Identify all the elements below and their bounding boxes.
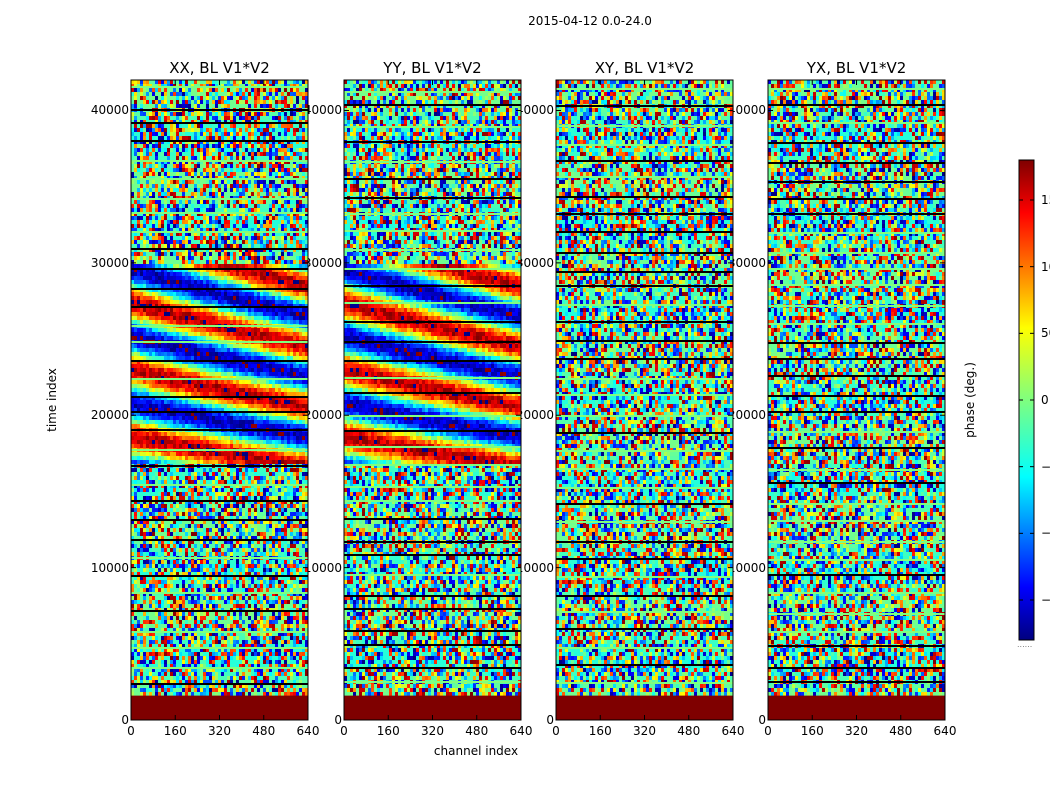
x-tick-label: 0	[127, 724, 135, 738]
y-tick-label: 40000	[304, 103, 342, 117]
y-tick-label: 0	[121, 713, 129, 727]
panel-title-xx: XX, BL V1*V2	[131, 59, 308, 77]
y-tick-label: 20000	[728, 408, 766, 422]
x-tick-label: 320	[633, 724, 656, 738]
y-tick-label: 10000	[516, 561, 554, 575]
x-tick-label: 320	[845, 724, 868, 738]
x-tick-label: 0	[764, 724, 772, 738]
x-tick-label: 160	[377, 724, 400, 738]
x-tick-label: 160	[589, 724, 612, 738]
x-tick-label: 0	[340, 724, 348, 738]
x-tick-label: 320	[421, 724, 444, 738]
y-tick-label: 0	[758, 713, 766, 727]
x-tick-label: 320	[208, 724, 231, 738]
colorbar-tick-label: 150	[1041, 193, 1050, 207]
heatmap-panel-xx	[130, 79, 309, 721]
x-tick-label: 640	[510, 724, 533, 738]
figure-suptitle: 2015-04-12 0.0-24.0	[0, 14, 1050, 28]
y-tick-label: 30000	[91, 256, 129, 270]
x-tick-label: 480	[465, 724, 488, 738]
y-tick-label: 40000	[516, 103, 554, 117]
y-tick-label: 10000	[91, 561, 129, 575]
heatmap-panel-yy	[343, 79, 522, 721]
colorbar-tick-label: 100	[1041, 260, 1050, 274]
x-tick-label: 480	[889, 724, 912, 738]
x-tick-label: 480	[677, 724, 700, 738]
x-tick-label: 640	[722, 724, 745, 738]
x-axis-label: channel index	[434, 744, 518, 758]
colorbar-tick-label: 0	[1041, 393, 1049, 407]
x-tick-label: 640	[297, 724, 320, 738]
heatmap-panel-xy	[555, 79, 734, 721]
colorbar-tick-label: 50	[1041, 326, 1050, 340]
colorbar-tick-label: −150	[1041, 593, 1050, 607]
y-tick-label: 20000	[91, 408, 129, 422]
x-tick-label: 0	[552, 724, 560, 738]
panel-title-xy: XY, BL V1*V2	[556, 59, 733, 77]
heatmap-panel-yx	[767, 79, 946, 721]
y-tick-label: 20000	[304, 408, 342, 422]
y-tick-label: 30000	[304, 256, 342, 270]
colorbar-footer: ......	[1017, 640, 1032, 649]
x-tick-label: 160	[801, 724, 824, 738]
panel-title-yx: YX, BL V1*V2	[768, 59, 945, 77]
y-tick-label: 0	[334, 713, 342, 727]
y-tick-label: 0	[546, 713, 554, 727]
y-tick-label: 10000	[304, 561, 342, 575]
x-tick-label: 640	[934, 724, 957, 738]
y-tick-label: 40000	[728, 103, 766, 117]
x-tick-label: 160	[164, 724, 187, 738]
y-tick-label: 20000	[516, 408, 554, 422]
y-tick-label: 30000	[516, 256, 554, 270]
y-tick-label: 40000	[91, 103, 129, 117]
colorbar-tick-label: −50	[1041, 460, 1050, 474]
y-tick-label: 30000	[728, 256, 766, 270]
colorbar-tick-label: −100	[1041, 526, 1050, 540]
y-tick-label: 10000	[728, 561, 766, 575]
x-tick-label: 480	[252, 724, 275, 738]
panel-title-yy: YY, BL V1*V2	[344, 59, 521, 77]
